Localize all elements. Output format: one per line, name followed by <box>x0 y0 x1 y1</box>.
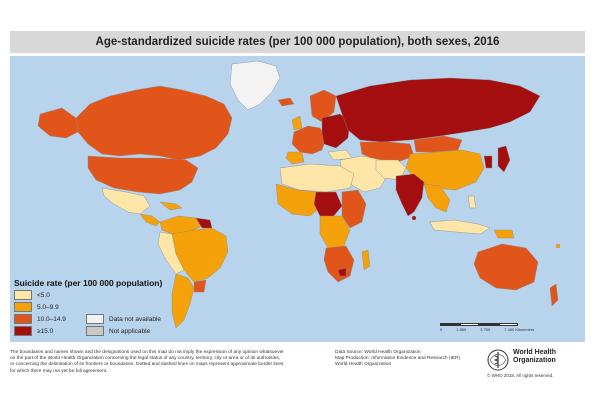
legend-label: <5.0 <box>37 291 50 299</box>
who-name: World Health Organization <box>513 349 556 365</box>
legend-label: 5.0–9.9 <box>37 303 59 311</box>
region-turkey <box>327 149 353 161</box>
scale-label: 7 400 Kilometers <box>504 327 535 332</box>
map-title: Age-standardized suicide rates (per 100 … <box>95 36 500 48</box>
region-mongolia <box>413 135 463 153</box>
world-map-svg <box>37 60 561 329</box>
region-greenland <box>229 60 281 111</box>
region-southeast-asia <box>423 183 451 213</box>
region-central-america <box>139 213 161 227</box>
region-sahel <box>313 191 343 219</box>
region-korea <box>483 155 493 169</box>
region-west-africa <box>275 183 323 217</box>
source-line: Map Production: Information Evidence and… <box>335 356 461 362</box>
region-southern-africa <box>323 245 355 283</box>
region-eastern-europe <box>321 113 351 149</box>
region-pacific-islands <box>555 243 561 249</box>
legend-item-not-applicable: Not applicable <box>86 326 150 336</box>
map-legend: Suicide rate (per 100 000 population) <5… <box>12 278 170 338</box>
region-southern-cone <box>171 273 195 329</box>
legend-swatch <box>14 314 32 324</box>
disclaimer-line: on the part of the World Health Organiza… <box>10 356 281 362</box>
scale-labels: 0 1 850 3 700 7 400 Kilometers <box>440 327 540 332</box>
disclaimer-line: or concerning the delimitation of its fr… <box>10 362 284 368</box>
legend-swatch <box>14 290 32 300</box>
region-iceland <box>277 97 295 107</box>
legend-item-15-plus: ≥15.0 <box>14 326 53 336</box>
legend-swatch <box>14 302 32 312</box>
region-western-europe <box>291 125 327 155</box>
region-alaska <box>37 107 79 139</box>
region-northern-south-america <box>159 215 203 235</box>
who-emblem-icon <box>487 349 509 371</box>
region-usa <box>87 155 199 195</box>
legend-item-5-to-9: 5.0–9.9 <box>14 302 59 312</box>
who-logo: World Health Organization <box>487 349 587 379</box>
region-india <box>395 173 425 217</box>
legend-label: Not applicable <box>109 327 151 335</box>
region-philippines <box>467 195 477 209</box>
region-canada <box>75 85 233 161</box>
scale-label: 1 850 <box>456 327 467 332</box>
data-source: Data Source: World Health Organization M… <box>335 350 475 369</box>
region-uk <box>291 115 303 131</box>
legend-item-not-available: Data not available <box>86 314 161 324</box>
disclaimer-line: for which there may not yet be full agre… <box>10 368 108 374</box>
copyright: © WHO 2018. All rights reserved. <box>487 373 554 378</box>
region-japan <box>497 145 511 173</box>
region-madagascar <box>361 249 371 271</box>
source-line: World Health Organization <box>335 362 392 368</box>
legend-item-less-5: <5.0 <box>14 290 50 300</box>
region-lesotho <box>337 267 347 277</box>
region-papua-new-guinea <box>493 229 515 239</box>
region-kazakhstan <box>359 141 415 163</box>
disclaimer-line: The boundaries and names shown and the d… <box>10 350 284 355</box>
region-uruguay <box>193 279 207 293</box>
region-sri-lanka <box>411 215 417 221</box>
scale-line <box>440 323 518 326</box>
legend-label: ≥15.0 <box>37 327 54 335</box>
legend-label: Data not available <box>109 315 162 323</box>
title-bar: Age-standardized suicide rates (per 100 … <box>10 31 585 53</box>
legend-item-10-to-14: 10.0–14.9 <box>14 314 66 324</box>
legend-swatch <box>14 326 32 336</box>
disclaimer: The boundaries and names shown and the d… <box>10 350 330 375</box>
region-australia <box>473 243 539 291</box>
world-map <box>10 56 585 342</box>
legend-swatch <box>86 314 104 324</box>
scale-bar: 0 1 850 3 700 7 400 Kilometers <box>440 323 534 337</box>
legend-label: 10.0–14.9 <box>37 315 66 323</box>
region-brazil <box>171 227 229 283</box>
region-iberia <box>285 151 305 165</box>
region-caribbean <box>159 201 183 211</box>
region-andes <box>157 231 185 275</box>
region-scandinavia <box>309 89 337 123</box>
source-line: Data Source: World Health Organization <box>335 350 421 355</box>
scale-label: 3 700 <box>480 327 491 332</box>
region-russia <box>335 77 541 143</box>
region-north-africa <box>279 163 355 193</box>
region-new-zealand <box>549 283 559 307</box>
legend-swatch <box>86 326 104 336</box>
scale-label: 0 <box>440 327 443 332</box>
who-name-line: Organization <box>513 357 556 364</box>
who-name-line: World Health <box>513 349 557 356</box>
region-indonesia <box>429 219 491 235</box>
legend-title: Suicide rate (per 100 000 population) <box>14 278 163 288</box>
